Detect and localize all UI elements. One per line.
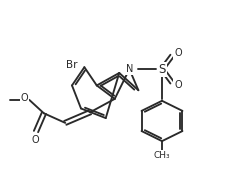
- Text: O: O: [20, 93, 28, 103]
- Text: O: O: [174, 48, 182, 58]
- Text: CH₃: CH₃: [154, 151, 170, 160]
- Text: Br: Br: [65, 60, 77, 70]
- Text: O: O: [174, 80, 182, 90]
- Text: O: O: [31, 135, 39, 145]
- Text: S: S: [158, 63, 166, 76]
- Text: N: N: [126, 64, 133, 74]
